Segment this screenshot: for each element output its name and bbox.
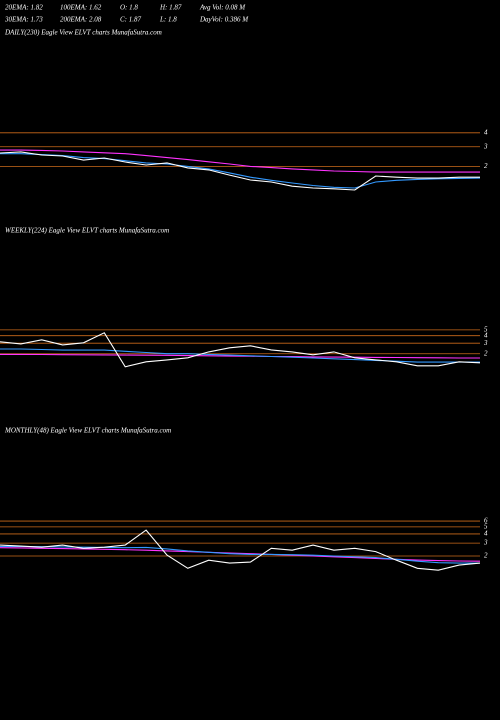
panel-title: DAILY(230) Eagle View ELVT charts Munafa…	[4, 29, 162, 37]
header-stat: 200EMA: 2.08	[60, 16, 102, 24]
y-tick-label: 3	[483, 539, 488, 547]
panel-title: MONTHLY(48) Eagle View ELVT charts Munaf…	[4, 427, 171, 435]
header-stat: DayVol: 0.386 M	[199, 16, 249, 24]
price-line	[0, 353, 480, 359]
header-stat: 100EMA: 1.62	[60, 4, 102, 12]
header-stat: O: 1.8	[120, 4, 138, 12]
price-line	[0, 529, 481, 571]
y-tick-label: 6	[484, 517, 488, 525]
y-tick-label: 5	[484, 325, 488, 333]
header-stat: L: 1.8	[159, 16, 177, 24]
y-tick-label: 4	[484, 331, 488, 339]
price-line	[0, 332, 481, 368]
y-tick-label: 4	[484, 128, 488, 136]
header-stat: H: 1.87	[159, 4, 182, 12]
y-tick-label: 2	[484, 552, 488, 560]
y-tick-label: 2	[484, 162, 488, 170]
header-stat: 30EMA: 1.73	[4, 16, 43, 24]
y-tick-label: 3	[483, 142, 488, 150]
header-stat: Avg Vol: 0.08 M	[199, 4, 246, 12]
y-tick-label: 2	[484, 349, 488, 357]
panel-title: WEEKLY(224) Eagle View ELVT charts Munaf…	[5, 227, 169, 235]
header-stat: C: 1.87	[120, 16, 142, 24]
y-tick-label: 4	[484, 530, 488, 538]
y-tick-label: 3	[483, 339, 488, 347]
price-line	[0, 153, 481, 189]
price-line	[0, 348, 480, 363]
price-line	[0, 151, 480, 191]
price-line	[0, 545, 480, 564]
header-stat: 20EMA: 1.82	[5, 4, 43, 12]
price-line	[0, 149, 480, 173]
y-tick-label: 5	[484, 522, 488, 530]
